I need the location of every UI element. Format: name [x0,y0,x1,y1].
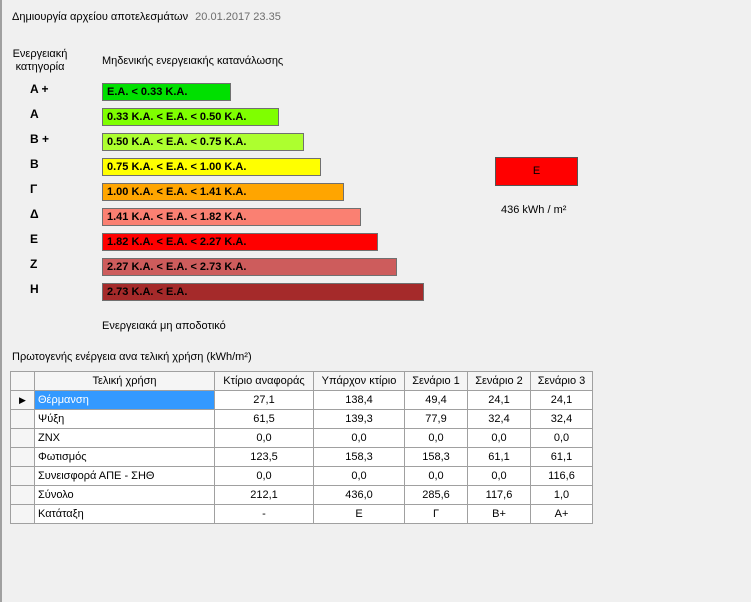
value-cell[interactable]: Ε [313,504,405,524]
category-bar: 1.82 Κ.Α. < Ε.Α. < 2.27 Κ.Α. [102,233,378,251]
primary-energy-grid[interactable]: Τελική χρήση Κτίριο αναφοράς Υπάρχον κτί… [10,371,593,524]
row-header-cell[interactable] [10,447,35,467]
value-cell[interactable]: 138,4 [313,390,405,410]
category-bar: 2.27 Κ.Α. < Ε.Α. < 2.73 Κ.Α. [102,258,397,276]
category-letter: A + [30,82,49,96]
value-cell[interactable]: 0,0 [313,428,405,448]
category-letter: A [30,107,39,121]
value-cell[interactable]: 123,5 [214,447,314,467]
column-header-reference-building[interactable]: Κτίριο αναφοράς [214,371,314,391]
result-value: 436 kWh / m² [501,204,567,216]
category-letter: Ε [30,232,39,246]
category-bar: 0.75 Κ.Α. < Ε.Α. < 1.00 Κ.Α. [102,158,321,176]
category-letter: B + [30,132,50,146]
primary-energy-table-title: Πρωτογενής ενέργεια ανα τελική χρήση (kW… [12,351,252,363]
category-bar: 1.41 Κ.Α. < Ε.Α. < 1.82 Κ.Α. [102,208,361,226]
table-row[interactable]: Σύνολο 212,1 436,0 285,6 117,6 1,0 [10,485,593,505]
end-use-cell[interactable]: Θέρμανση [34,390,215,410]
column-header-scenario-3[interactable]: Σενάριο 3 [530,371,593,391]
zero-consumption-label: Μηδενικής ενεργειακής κατανάλωσης [102,55,284,67]
row-header-cell[interactable] [10,504,35,524]
value-cell[interactable]: Β+ [467,504,531,524]
category-bar: Ε.Α. < 0.33 Κ.Α. [102,83,231,101]
value-cell[interactable]: 285,6 [404,485,468,505]
row-header-cell[interactable]: ▶ [10,390,35,410]
value-cell[interactable]: 61,1 [530,447,593,467]
row-header-cell[interactable] [10,409,35,429]
end-use-cell[interactable]: ΖΝΧ [34,428,215,448]
table-row[interactable]: Κατάταξη - Ε Γ Β+ Α+ [10,504,593,524]
value-cell[interactable]: 61,1 [467,447,531,467]
value-cell[interactable]: 0,0 [404,466,468,486]
value-cell[interactable]: 24,1 [530,390,593,410]
value-cell[interactable]: 116,6 [530,466,593,486]
value-cell[interactable]: 32,4 [467,409,531,429]
category-bar: 0.50 Κ.Α. < Ε.Α. < 0.75 Κ.Α. [102,133,304,151]
value-cell[interactable]: 158,3 [313,447,405,467]
column-header-existing-building[interactable]: Υπάρχον κτίριο [313,371,405,391]
value-cell[interactable]: 0,0 [404,428,468,448]
category-letter: Γ [30,182,38,196]
window-left-border [0,0,2,602]
end-use-cell[interactable]: Κατάταξη [34,504,215,524]
column-header-end-use[interactable]: Τελική χρήση [34,371,215,391]
value-cell[interactable]: Α+ [530,504,593,524]
value-cell[interactable]: 0,0 [467,428,531,448]
end-use-cell[interactable]: Ψύξη [34,409,215,429]
column-header-scenario-1[interactable]: Σενάριο 1 [404,371,468,391]
table-row[interactable]: Ψύξη 61,5 139,3 77,9 32,4 32,4 [10,409,593,429]
value-cell[interactable]: 32,4 [530,409,593,429]
value-cell[interactable]: 0,0 [214,428,314,448]
value-cell[interactable]: 139,3 [313,409,405,429]
grid-header-row: Τελική χρήση Κτίριο αναφοράς Υπάρχον κτί… [10,371,593,391]
category-bar: 1.00 Κ.Α. < Ε.Α. < 1.41 Κ.Α. [102,183,344,201]
result-class-box: Ε [495,157,578,186]
value-cell[interactable]: 0,0 [214,466,314,486]
category-letter: Δ [30,207,39,221]
header-timestamp: 20.01.2017 23.35 [195,11,281,23]
inefficient-label: Ενεργειακά μη αποδοτικό [102,320,226,332]
value-cell[interactable]: 0,0 [530,428,593,448]
category-letter: Ζ [30,257,38,271]
value-cell[interactable]: 24,1 [467,390,531,410]
value-cell[interactable]: 0,0 [313,466,405,486]
category-bar: 0.33 Κ.Α. < Ε.Α. < 0.50 Κ.Α. [102,108,279,126]
value-cell[interactable]: 27,1 [214,390,314,410]
value-cell[interactable]: 0,0 [467,466,531,486]
value-cell[interactable]: 117,6 [467,485,531,505]
grid-corner-cell [10,371,35,391]
header: Δημιουργία αρχείου αποτελεσμάτων 20.01.2… [12,11,281,23]
table-row[interactable]: Συνεισφορά ΑΠΕ - ΣΗΘ 0,0 0,0 0,0 0,0 116,6 [10,466,593,486]
value-cell[interactable]: 212,1 [214,485,314,505]
value-cell[interactable]: 158,3 [404,447,468,467]
category-letter: B [30,157,39,171]
row-header-cell[interactable] [10,466,35,486]
table-row[interactable]: ▶ Θέρμανση 27,1 138,4 49,4 24,1 24,1 [10,390,593,410]
value-cell[interactable]: 77,9 [404,409,468,429]
column-header-scenario-2[interactable]: Σενάριο 2 [467,371,531,391]
value-cell[interactable]: 436,0 [313,485,405,505]
category-bar: 2.73 Κ.Α. < Ε.Α. [102,283,424,301]
table-row[interactable]: ΖΝΧ 0,0 0,0 0,0 0,0 0,0 [10,428,593,448]
value-cell[interactable]: Γ [404,504,468,524]
row-header-cell[interactable] [10,485,35,505]
end-use-cell[interactable]: Συνεισφορά ΑΠΕ - ΣΗΘ [34,466,215,486]
value-cell[interactable]: 1,0 [530,485,593,505]
value-cell[interactable]: - [214,504,314,524]
end-use-cell[interactable]: Σύνολο [34,485,215,505]
category-letter: Η [30,282,39,296]
header-title: Δημιουργία αρχείου αποτελεσμάτων [12,11,189,23]
energy-category-heading: Ενεργειακή κατηγορία [12,48,68,73]
end-use-cell[interactable]: Φωτισμός [34,447,215,467]
table-row[interactable]: Φωτισμός 123,5 158,3 158,3 61,1 61,1 [10,447,593,467]
row-header-cell[interactable] [10,428,35,448]
value-cell[interactable]: 49,4 [404,390,468,410]
value-cell[interactable]: 61,5 [214,409,314,429]
